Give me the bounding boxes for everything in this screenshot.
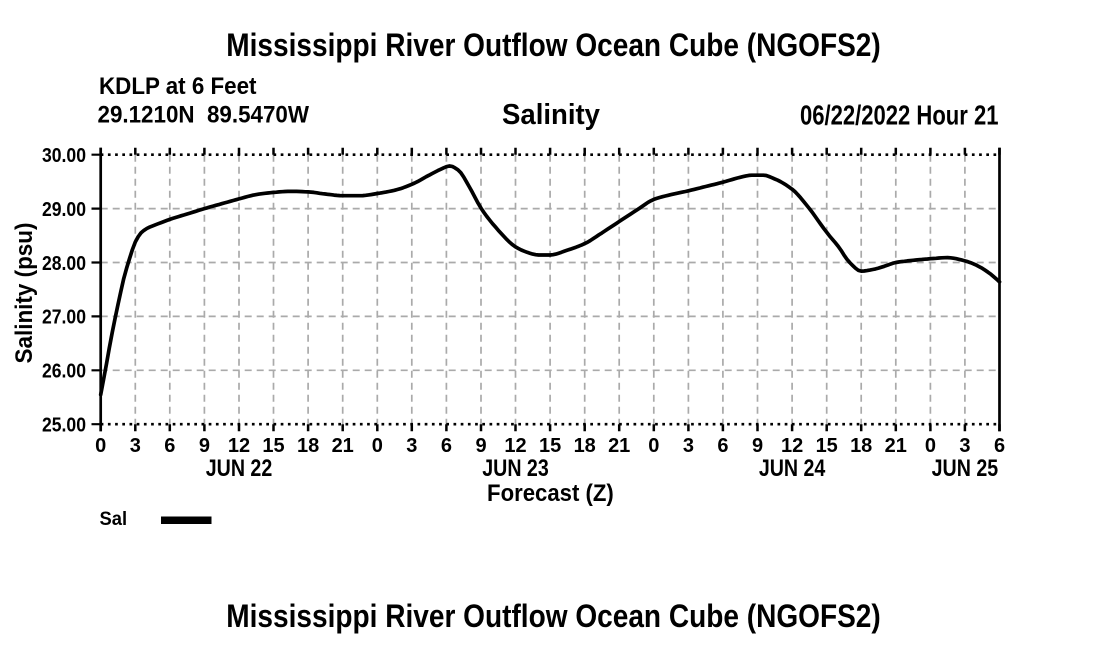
svg-text:29.1210N 89.5470W: 29.1210N 89.5470W (98, 102, 310, 129)
svg-text:Salinity (psu): Salinity (psu) (11, 223, 38, 364)
svg-text:15: 15 (539, 435, 561, 457)
svg-text:30.00: 30.00 (42, 145, 86, 167)
svg-text:Mississippi River Outflow Ocea: Mississippi River Outflow Ocean Cube (NG… (226, 598, 881, 634)
svg-text:29.00: 29.00 (42, 199, 86, 221)
svg-text:0: 0 (925, 435, 936, 457)
svg-text:JUN 25: JUN 25 (932, 455, 999, 482)
svg-text:12: 12 (781, 435, 803, 457)
svg-text:Sal: Sal (100, 509, 128, 530)
svg-text:Mississippi River Outflow Ocea: Mississippi River Outflow Ocean Cube (NG… (226, 27, 881, 63)
svg-text:18: 18 (574, 435, 596, 457)
svg-text:9: 9 (752, 435, 763, 457)
svg-text:0: 0 (372, 435, 383, 457)
svg-text:0: 0 (648, 435, 659, 457)
svg-text:6: 6 (717, 435, 728, 457)
svg-text:6: 6 (164, 435, 175, 457)
svg-text:21: 21 (608, 435, 630, 457)
svg-text:3: 3 (406, 435, 417, 457)
svg-text:JUN 22: JUN 22 (206, 455, 273, 482)
svg-text:12: 12 (504, 435, 526, 457)
svg-text:6: 6 (994, 435, 1005, 457)
svg-text:Forecast (Z): Forecast (Z) (487, 480, 614, 507)
svg-text:25.00: 25.00 (42, 415, 86, 437)
svg-text:3: 3 (130, 435, 141, 457)
svg-text:15: 15 (262, 435, 284, 457)
svg-text:9: 9 (199, 435, 210, 457)
svg-text:9: 9 (475, 435, 486, 457)
svg-text:26.00: 26.00 (42, 361, 86, 383)
svg-text:21: 21 (332, 435, 354, 457)
svg-text:3: 3 (683, 435, 694, 457)
svg-text:15: 15 (816, 435, 838, 457)
svg-text:3: 3 (959, 435, 970, 457)
svg-text:28.00: 28.00 (42, 253, 86, 275)
svg-text:KDLP at 6 Feet: KDLP at 6 Feet (99, 73, 257, 100)
svg-text:6: 6 (441, 435, 452, 457)
svg-text:Salinity: Salinity (502, 99, 600, 131)
svg-text:21: 21 (885, 435, 907, 457)
svg-text:18: 18 (297, 435, 319, 457)
svg-text:12: 12 (228, 435, 250, 457)
svg-text:JUN 23: JUN 23 (482, 455, 549, 482)
svg-text:06/22/2022 Hour 21: 06/22/2022 Hour 21 (800, 100, 999, 131)
svg-text:JUN 24: JUN 24 (759, 455, 826, 482)
svg-text:0: 0 (95, 435, 106, 457)
svg-text:18: 18 (850, 435, 872, 457)
svg-text:27.00: 27.00 (42, 307, 86, 329)
